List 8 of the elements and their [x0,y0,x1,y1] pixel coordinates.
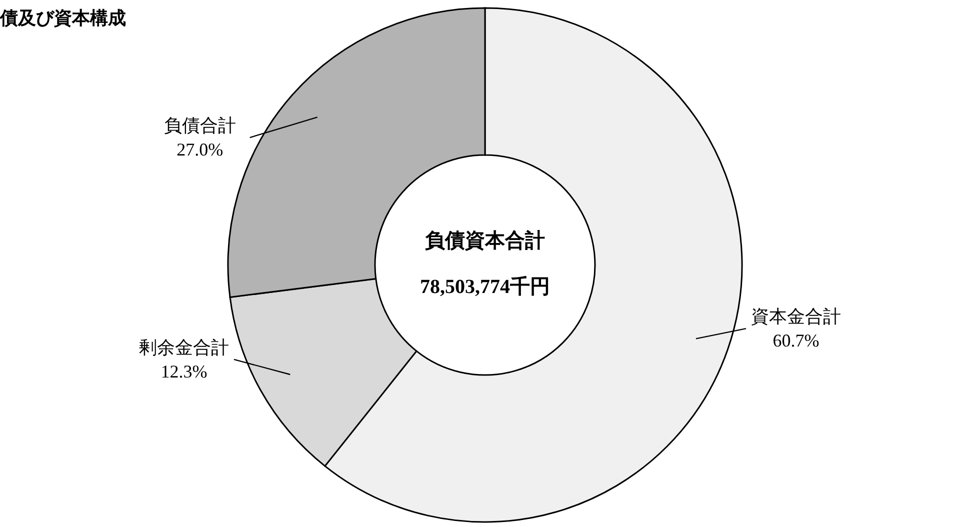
text: 負債資本合計 [425,229,545,252]
data-label: 27.0% [176,140,224,160]
slice-label: 負債合計 [164,116,236,136]
slice-label: 剰余金合計 [138,337,229,358]
data-label: 12.3% [160,361,208,382]
text: 78,503,774千円 [420,275,550,298]
slice-label: 資本金合計 [751,306,842,327]
data-label: 60.7% [772,330,820,351]
